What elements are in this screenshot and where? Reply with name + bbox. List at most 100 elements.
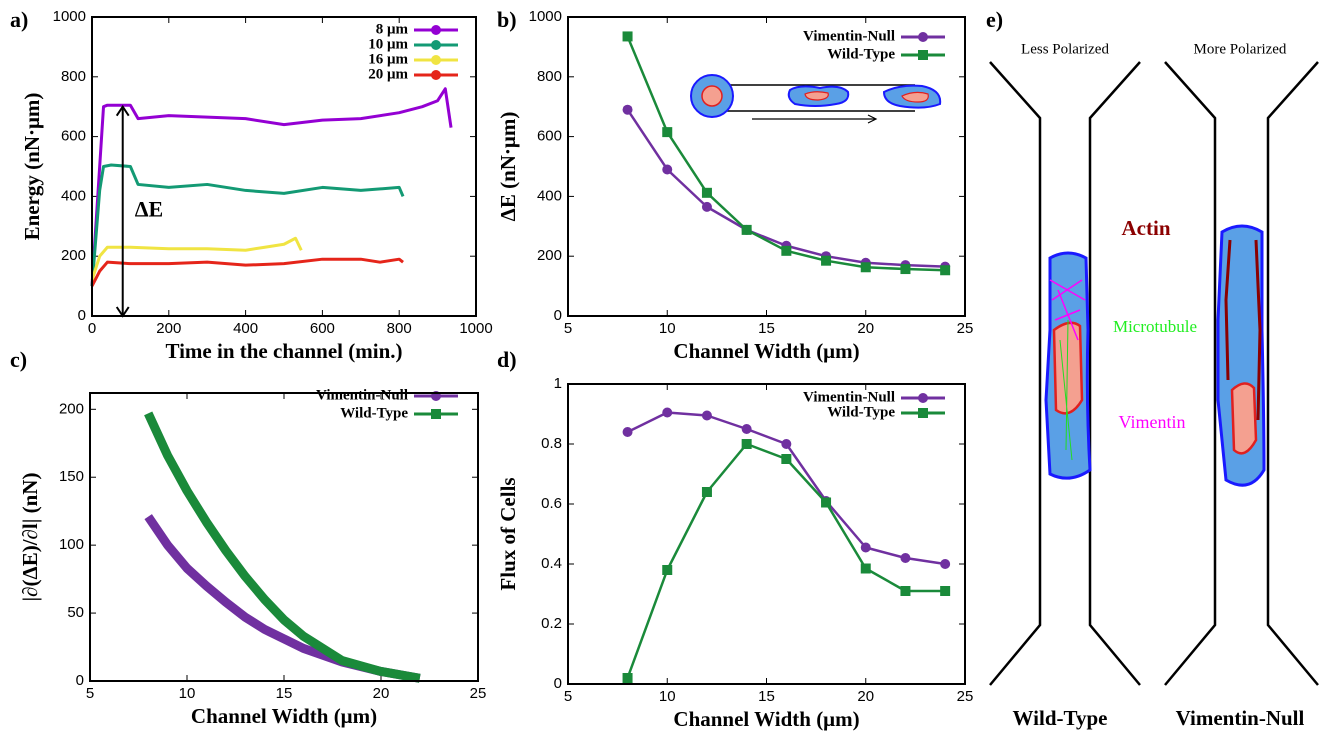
series-line bbox=[90, 236, 303, 281]
marker bbox=[860, 542, 871, 553]
marker bbox=[821, 255, 832, 266]
marker bbox=[622, 104, 633, 115]
y-tick-label: 50 bbox=[67, 604, 84, 621]
marker bbox=[662, 164, 673, 175]
x-tick-label: 20 bbox=[857, 320, 874, 337]
x-tick-label: 10 bbox=[659, 688, 676, 705]
marker bbox=[662, 565, 673, 575]
legend-label: Wild-Type bbox=[340, 405, 408, 421]
channel-diagram bbox=[989, 61, 1319, 686]
y-tick-label: 1000 bbox=[529, 8, 562, 25]
series-line bbox=[90, 163, 405, 287]
legend-label: 20 μm bbox=[368, 66, 408, 82]
marker bbox=[431, 409, 441, 419]
diagram-title: More Polarized bbox=[1194, 41, 1287, 57]
legend-label: 8 μm bbox=[376, 21, 409, 37]
label-microtubule: Microtubule bbox=[1113, 317, 1197, 336]
x-axis-label: Channel Width (μm) bbox=[673, 339, 859, 363]
y-tick-label: 400 bbox=[61, 187, 86, 204]
y-tick-label: 100 bbox=[59, 536, 84, 553]
panel-label: c) bbox=[10, 347, 27, 372]
label-vimentin: Vimentin bbox=[1119, 412, 1186, 432]
marker bbox=[918, 408, 928, 418]
series-line bbox=[626, 35, 946, 272]
x-tick-label: 800 bbox=[387, 320, 412, 337]
x-tick-label: 25 bbox=[957, 320, 974, 337]
legend-label: Vimentin-Null bbox=[803, 28, 895, 44]
x-tick-label: 600 bbox=[310, 320, 335, 337]
y-tick-label: 0.2 bbox=[541, 615, 562, 632]
marker bbox=[918, 393, 928, 403]
marker bbox=[781, 439, 792, 449]
marker bbox=[701, 187, 712, 198]
y-axis-label: |∂(ΔE)/∂l| (nN) bbox=[18, 473, 42, 602]
diagram-label: Wild-Type bbox=[1013, 706, 1108, 730]
marker bbox=[741, 424, 752, 434]
marker bbox=[860, 262, 871, 273]
y-tick-label: 200 bbox=[537, 247, 562, 264]
x-tick-label: 25 bbox=[470, 685, 487, 702]
legend-label: Vimentin-Null bbox=[803, 389, 895, 405]
marker bbox=[701, 487, 712, 497]
marker bbox=[940, 586, 951, 596]
marker bbox=[662, 407, 673, 418]
y-tick-label: 0 bbox=[554, 307, 562, 324]
y-axis-label: Energy (nN·μm) bbox=[20, 93, 44, 241]
x-tick-label: 5 bbox=[564, 688, 572, 705]
y-tick-label: 200 bbox=[59, 400, 84, 417]
x-tick-label: 10 bbox=[179, 685, 196, 702]
marker bbox=[940, 559, 951, 569]
marker bbox=[622, 31, 633, 42]
y-tick-label: 150 bbox=[59, 468, 84, 485]
plot-frame bbox=[567, 383, 966, 685]
marker bbox=[781, 454, 792, 464]
marker bbox=[622, 427, 633, 437]
legend-label: Wild-Type bbox=[827, 404, 895, 420]
x-tick-label: 20 bbox=[857, 688, 874, 705]
diagram-title: Less Polarized bbox=[1021, 41, 1109, 57]
marker bbox=[622, 673, 633, 683]
y-tick-label: 0 bbox=[554, 675, 562, 692]
y-tick-label: 0.8 bbox=[541, 435, 562, 452]
marker bbox=[701, 410, 712, 421]
panel-label: d) bbox=[497, 347, 517, 372]
y-tick-label: 600 bbox=[61, 128, 86, 145]
y-tick-label: 0.4 bbox=[541, 555, 562, 572]
plot-frame bbox=[89, 392, 479, 682]
marker bbox=[431, 70, 441, 80]
marker bbox=[741, 439, 752, 449]
marker bbox=[918, 50, 928, 60]
y-tick-label: 0 bbox=[78, 307, 86, 324]
marker bbox=[431, 25, 441, 35]
legend-label: 10 μm bbox=[368, 36, 408, 52]
marker bbox=[940, 265, 951, 276]
y-axis-label: ΔE (nN·μm) bbox=[496, 112, 520, 222]
series-line bbox=[626, 411, 946, 566]
x-tick-label: 1000 bbox=[459, 320, 492, 337]
y-tick-label: 0.6 bbox=[541, 495, 562, 512]
cell-vimentin-null bbox=[1216, 224, 1266, 487]
x-tick-label: 10 bbox=[659, 320, 676, 337]
panel-label: e) bbox=[986, 7, 1003, 32]
y-tick-label: 800 bbox=[537, 68, 562, 85]
marker bbox=[918, 32, 928, 42]
marker bbox=[431, 40, 441, 50]
legend-label: Wild-Type bbox=[827, 46, 895, 62]
marker bbox=[900, 264, 911, 275]
x-tick-label: 15 bbox=[758, 688, 775, 705]
x-tick-label: 200 bbox=[156, 320, 181, 337]
y-tick-label: 1 bbox=[554, 375, 562, 392]
marker bbox=[781, 245, 792, 256]
marker bbox=[900, 553, 911, 563]
marker bbox=[860, 563, 871, 574]
x-axis-label: Channel Width (μm) bbox=[191, 704, 377, 728]
inset-diagram bbox=[690, 74, 942, 124]
annotation: ΔE bbox=[135, 196, 163, 221]
y-tick-label: 0 bbox=[76, 672, 84, 689]
series-line bbox=[144, 514, 421, 683]
legend-label: 16 μm bbox=[368, 51, 408, 67]
marker bbox=[701, 201, 712, 212]
plot-frame bbox=[91, 16, 477, 317]
legend-label: Vimentin-Null bbox=[316, 387, 408, 403]
